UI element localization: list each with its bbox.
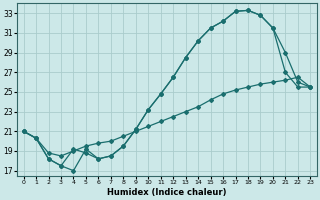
X-axis label: Humidex (Indice chaleur): Humidex (Indice chaleur) xyxy=(107,188,227,197)
